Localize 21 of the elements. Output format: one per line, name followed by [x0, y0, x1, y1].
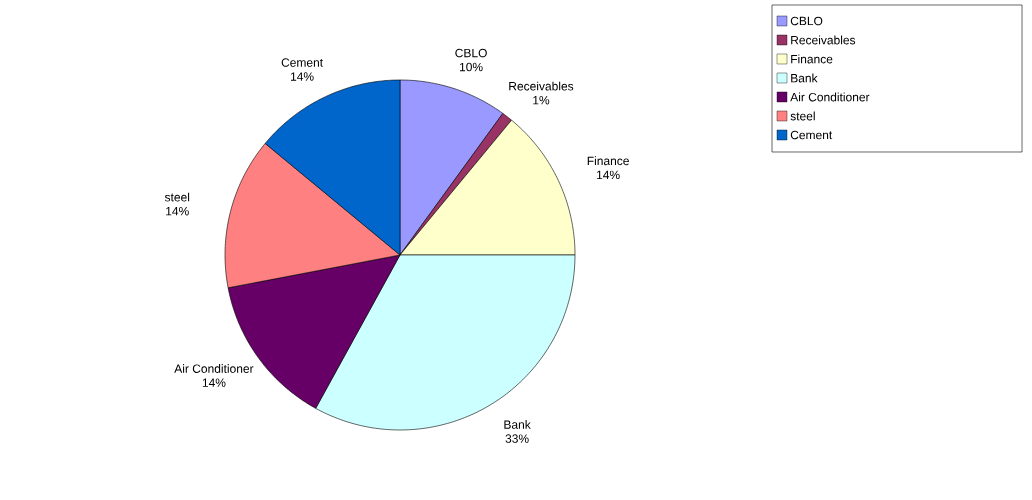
slice-label: Receivables [509, 81, 574, 91]
data-label: 1% [533, 96, 550, 105]
legend-label: Bank [791, 73, 818, 83]
data-label: 14% [597, 170, 620, 180]
slice-label: CBLO [455, 48, 487, 58]
data-label: 14% [166, 207, 189, 216]
data-label: 14% [290, 72, 314, 81]
data-label: 14% [202, 378, 226, 387]
slice-label: Cement [281, 58, 323, 67]
slice-label: steel [164, 192, 190, 202]
legend-label: Cement [790, 130, 833, 140]
slice-label: Bank [504, 420, 531, 429]
legend-label: Receivables [791, 35, 856, 45]
legend-label: Air Conditioner [790, 92, 870, 102]
legend-label: CBLO [790, 16, 823, 26]
data-label: 33% [505, 434, 529, 443]
slice-label: Air Conditioner [174, 364, 254, 373]
legend-label: Finance [791, 54, 833, 64]
slice-label: Finance [587, 156, 629, 166]
legend-label: steel [790, 111, 815, 121]
data-label: 10% [459, 62, 483, 72]
